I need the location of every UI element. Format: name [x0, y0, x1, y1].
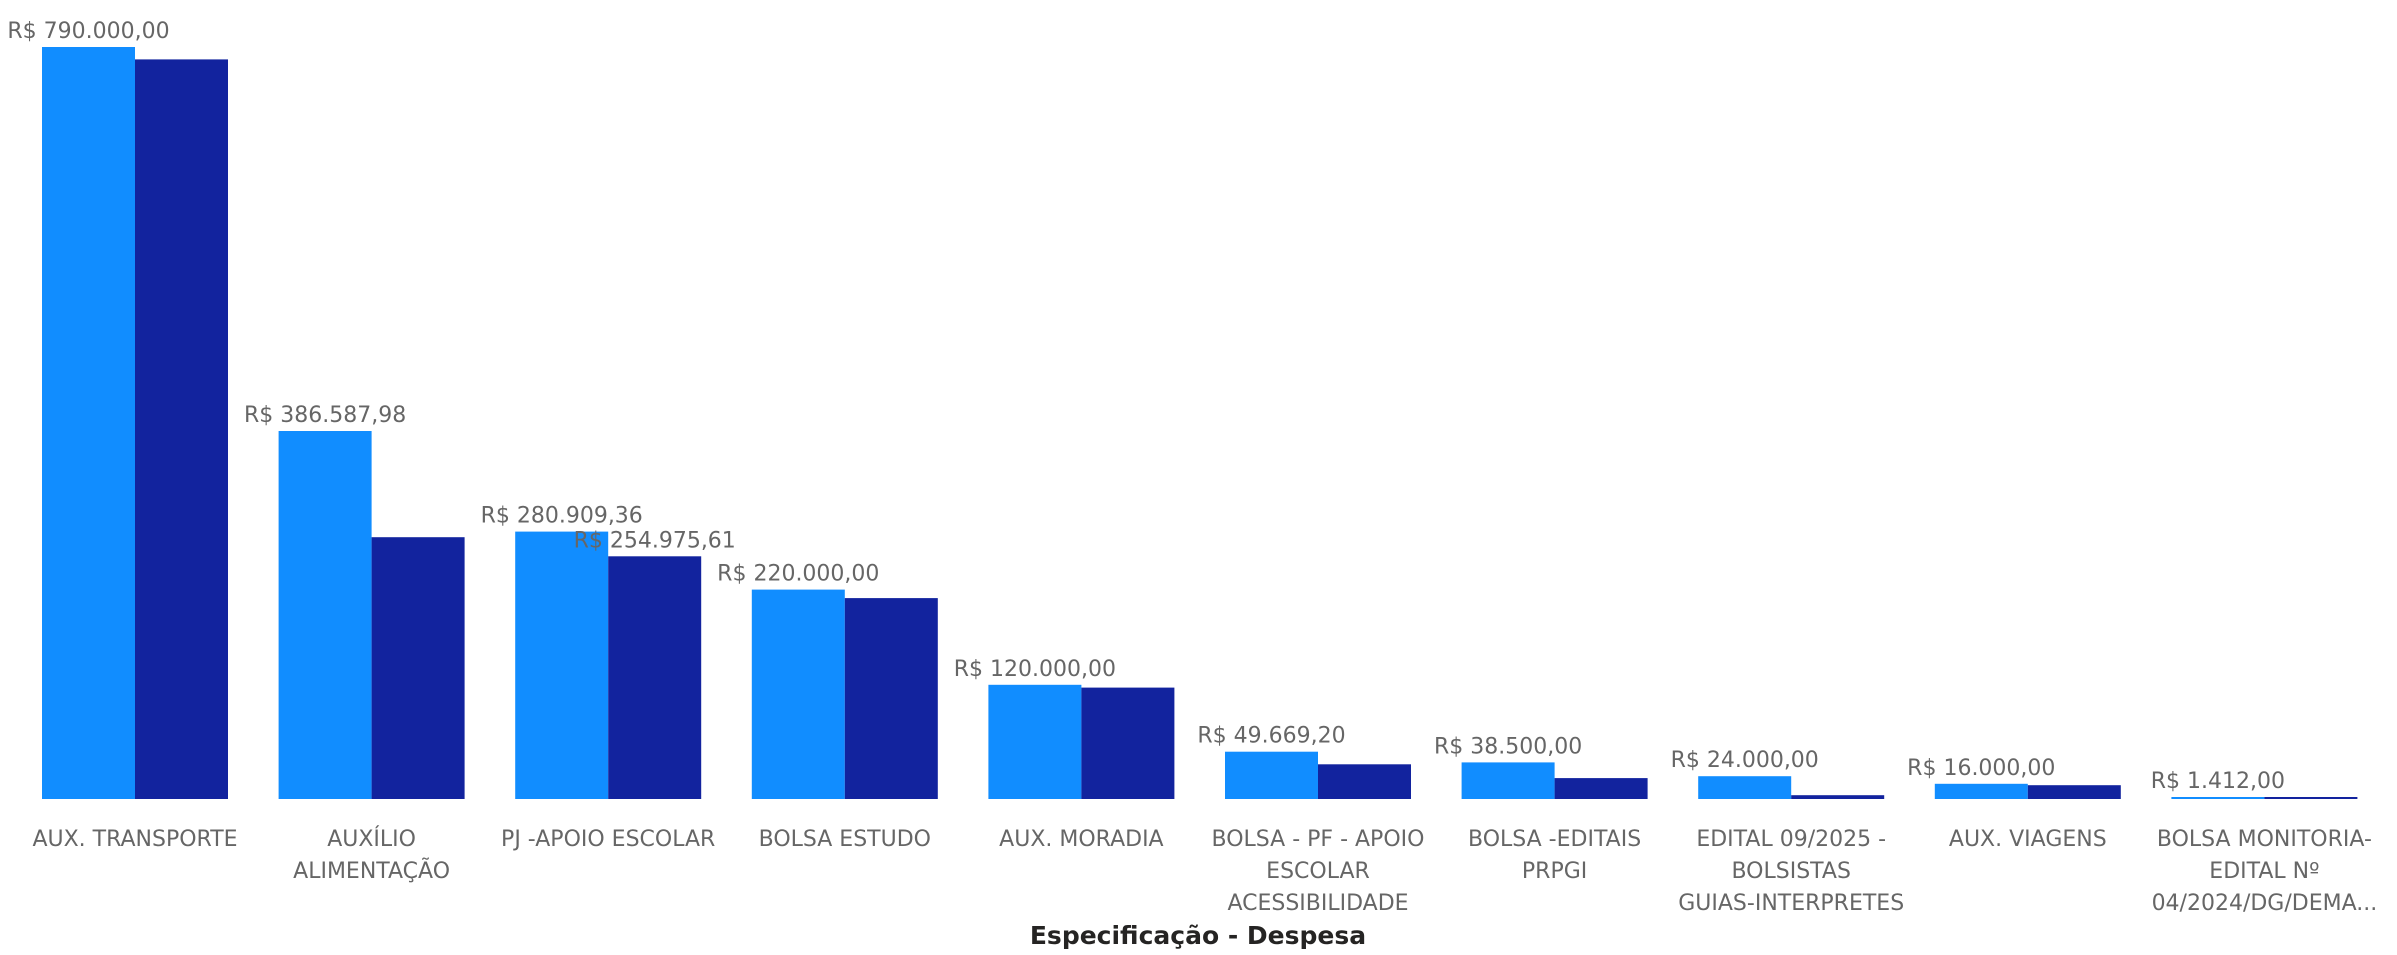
data-label-s1-2: R$ 386.587,98: [244, 403, 406, 428]
data-label-s1-1: R$ 790.000,00: [7, 19, 169, 44]
bar-s1-5[interactable]: [988, 684, 1082, 799]
data-label-s1-6: R$ 49.669,20: [1197, 724, 1345, 749]
bar-s2-7[interactable]: [1554, 778, 1648, 799]
bar-s1-8[interactable]: [1698, 776, 1792, 799]
bar-s1-7[interactable]: [1461, 762, 1555, 799]
bar-s1-10[interactable]: [2171, 797, 2265, 799]
x-tick-label-10: BOLSA MONITORIA-EDITAL Nº 04/2024/DG/DEMA…: [2152, 827, 2378, 916]
bar-s1-2[interactable]: [278, 431, 372, 799]
data-labels-layer: R$ 790.000,00R$ 386.587,98R$ 280.909,36R…: [7, 19, 2285, 794]
bar-s2-9[interactable]: [2027, 785, 2121, 799]
bar-s1-3[interactable]: [515, 531, 609, 799]
bar-s1-9[interactable]: [1934, 783, 2028, 799]
bars-layer: [42, 47, 2358, 799]
bar-s2-3[interactable]: [608, 556, 702, 799]
bar-s1-1[interactable]: [42, 47, 135, 799]
data-label-s1-4: R$ 220.000,00: [717, 562, 879, 587]
bar-s2-2[interactable]: [371, 537, 465, 799]
x-tick-label-7: BOLSA -EDITAIS PRPGI: [1468, 827, 1641, 884]
x-axis-title: Especificação - Despesa: [1030, 921, 1366, 950]
x-tick-label-8: EDITAL 09/2025 -BOLSISTAS GUIAS-INTERPRET…: [1678, 827, 1904, 916]
data-label-s1-3: R$ 280.909,36: [481, 504, 643, 529]
bar-s2-5[interactable]: [1081, 687, 1175, 799]
data-label-s1-5: R$ 120.000,00: [954, 657, 1116, 682]
x-tick-labels-layer: AUX. TRANSPORTE AUXÍLIO ALIMENTAÇÃO PJ -APO…: [32, 826, 2377, 916]
data-label-s1-9: R$ 16.000,00: [1907, 756, 2055, 781]
bar-s1-6[interactable]: [1225, 751, 1318, 799]
data-label-s1-8: R$ 24.000,00: [1671, 748, 1819, 773]
data-label-s1-10: R$ 1.412,00: [2151, 769, 2285, 794]
data-label-s1-7: R$ 38.500,00: [1434, 734, 1582, 759]
bar-s2-6[interactable]: [1318, 764, 1411, 799]
x-tick-label-6: BOLSA - PF - APOIO ESCOLAR ACESSIBILIDADE: [1212, 827, 1425, 916]
bar-s2-10[interactable]: [2264, 797, 2358, 799]
x-tick-label-4: BOLSA ESTUDO: [759, 827, 931, 852]
bar-s2-1[interactable]: [135, 59, 228, 799]
data-label-s2-3: R$ 254.975,61: [574, 528, 736, 553]
x-tick-label-1: AUX. TRANSPORTE: [32, 827, 237, 852]
x-tick-label-5: AUX. MORADIA: [999, 827, 1163, 852]
bar-s2-8[interactable]: [1791, 795, 1885, 799]
bar-s1-4[interactable]: [751, 589, 845, 799]
x-tick-label-3: PJ -APOIO ESCOLAR: [501, 827, 715, 852]
bar-s2-4[interactable]: [844, 598, 938, 799]
x-tick-label-9: AUX. VIAGENS: [1949, 827, 2107, 852]
x-tick-label-2: AUXÍLIO ALIMENTAÇÃO: [293, 826, 450, 884]
